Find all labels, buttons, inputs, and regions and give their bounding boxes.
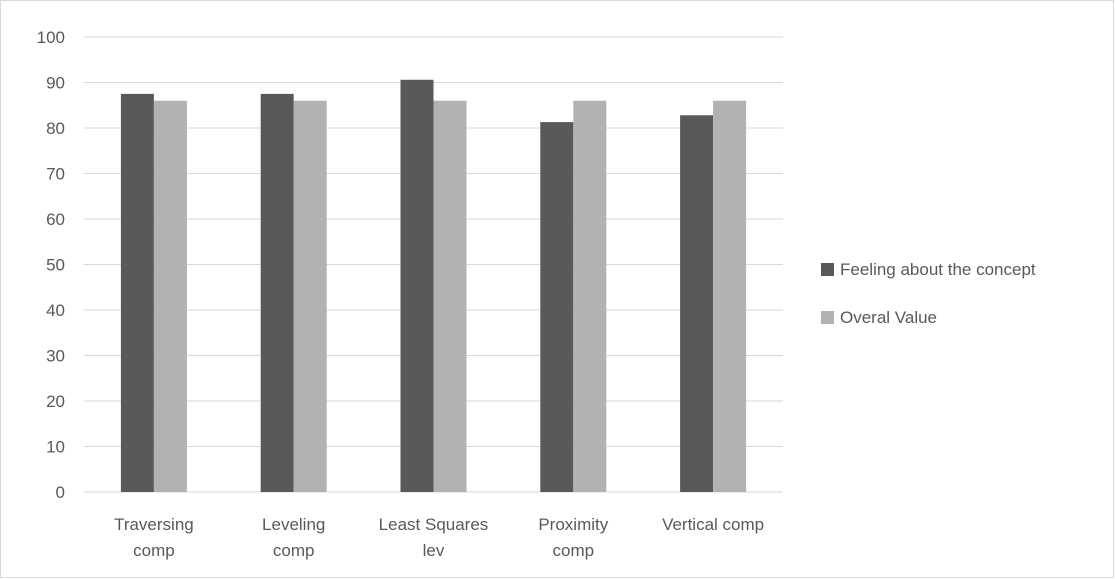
x-category-label: Leveling comp xyxy=(262,515,325,560)
legend-swatch xyxy=(821,263,834,276)
legend-swatch xyxy=(821,311,834,324)
x-category-label: Least Squares lev xyxy=(379,515,489,560)
y-tick-label: 90 xyxy=(46,74,65,93)
x-axis-labels: Traversing comp Leveling comp Least Squares l… xyxy=(114,515,764,560)
bar-feeling-4 xyxy=(680,115,714,492)
y-tick-label: 40 xyxy=(46,301,65,320)
bar-feeling-2 xyxy=(400,79,434,493)
y-tick-label: 10 xyxy=(46,438,65,457)
y-tick-label: 60 xyxy=(46,210,65,229)
bar-overall-2 xyxy=(433,100,467,492)
bar-overall-0 xyxy=(153,100,187,492)
y-tick-label: 20 xyxy=(46,392,65,411)
bar-feeling-0 xyxy=(120,93,154,492)
x-category-label: Proximity comp xyxy=(538,515,608,560)
bar-feeling-1 xyxy=(260,93,294,492)
y-axis-ticks: 0 10 20 30 40 50 60 70 80 90 100 xyxy=(37,28,65,502)
legend: Feeling about the concept Overal Value xyxy=(821,260,1036,327)
y-tick-label: 70 xyxy=(46,165,65,184)
legend-label: Feeling about the concept xyxy=(840,260,1036,279)
bar-feeling-3 xyxy=(540,122,574,493)
bar-overall-4 xyxy=(713,100,747,492)
bar-overall-1 xyxy=(293,100,327,492)
y-tick-label: 80 xyxy=(46,119,65,138)
y-tick-label: 30 xyxy=(46,347,65,366)
bars xyxy=(120,79,747,493)
x-category-label: Traversing comp xyxy=(114,515,194,560)
y-tick-label: 0 xyxy=(56,483,65,502)
bar-overall-3 xyxy=(573,100,607,492)
y-tick-label: 100 xyxy=(37,28,65,47)
x-category-label: Vertical comp xyxy=(662,515,764,534)
legend-label: Overal Value xyxy=(840,308,937,327)
y-tick-label: 50 xyxy=(46,256,65,275)
